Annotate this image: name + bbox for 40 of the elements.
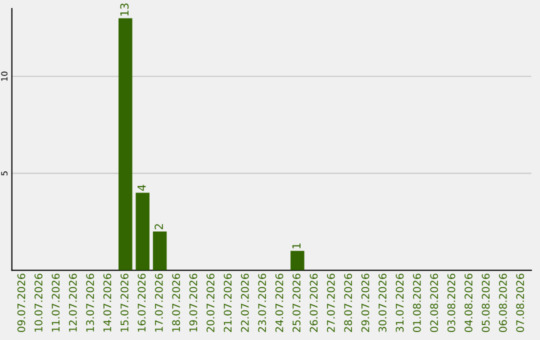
- x-tick-label: 21.07.2026: [224, 274, 232, 332]
- x-tick-label: 22.07.2026: [240, 274, 249, 332]
- y-tick-label: 10: [1, 72, 8, 81]
- data-label: 13: [120, 4, 129, 16]
- bar: [290, 250, 304, 270]
- x-tick-label: 04.08.2026: [464, 274, 472, 332]
- x-tick-label: 31.07.2026: [396, 274, 404, 332]
- x-tick-label: 03.08.2026: [447, 274, 456, 332]
- x-tick-label: 24.07.2026: [275, 274, 284, 332]
- x-tick-label: 02.08.2026: [430, 274, 438, 332]
- data-label: 2: [154, 224, 163, 230]
- x-tick-label: 25.07.2026: [292, 274, 300, 332]
- x-tick-label: 23.07.2026: [258, 274, 266, 332]
- x-tick-label: 12.07.2026: [68, 274, 77, 332]
- x-tick-label: 11.07.2026: [52, 274, 60, 332]
- y-tick-label: 5: [1, 171, 8, 176]
- data-label: 1: [292, 243, 300, 248]
- x-tick-label: 20.07.2026: [206, 274, 214, 332]
- x-tick-label: 27.07.2026: [326, 274, 335, 332]
- x-tick-label: 18.07.2026: [172, 274, 180, 332]
- x-tick-label: 16.07.2026: [138, 274, 146, 332]
- x-tick-label: 01.08.2026: [412, 274, 421, 332]
- bar: [136, 192, 150, 270]
- bar: [152, 232, 167, 270]
- x-tick-label: 05.08.2026: [482, 274, 490, 332]
- x-tick-label: 15.07.2026: [120, 274, 128, 332]
- x-tick-label: 30.07.2026: [378, 274, 386, 332]
- x-tick-label: 13.07.2026: [86, 274, 94, 332]
- x-tick-label: 10.07.2026: [34, 274, 42, 332]
- x-tick-label: 07.08.2026: [516, 274, 524, 332]
- x-tick-label: 17.07.2026: [154, 274, 163, 332]
- bar: [118, 18, 132, 270]
- x-tick-label: 14.07.2026: [103, 274, 112, 332]
- x-tick-label: 26.07.2026: [310, 274, 318, 332]
- x-tick-label: 06.08.2026: [498, 274, 507, 332]
- data-label: 4: [138, 184, 146, 191]
- x-tick-label: 28.07.2026: [344, 274, 352, 332]
- x-tick-label: 29.07.2026: [361, 274, 370, 332]
- x-tick-label: 09.07.2026: [17, 274, 26, 332]
- x-tick-label: 19.07.2026: [189, 274, 198, 332]
